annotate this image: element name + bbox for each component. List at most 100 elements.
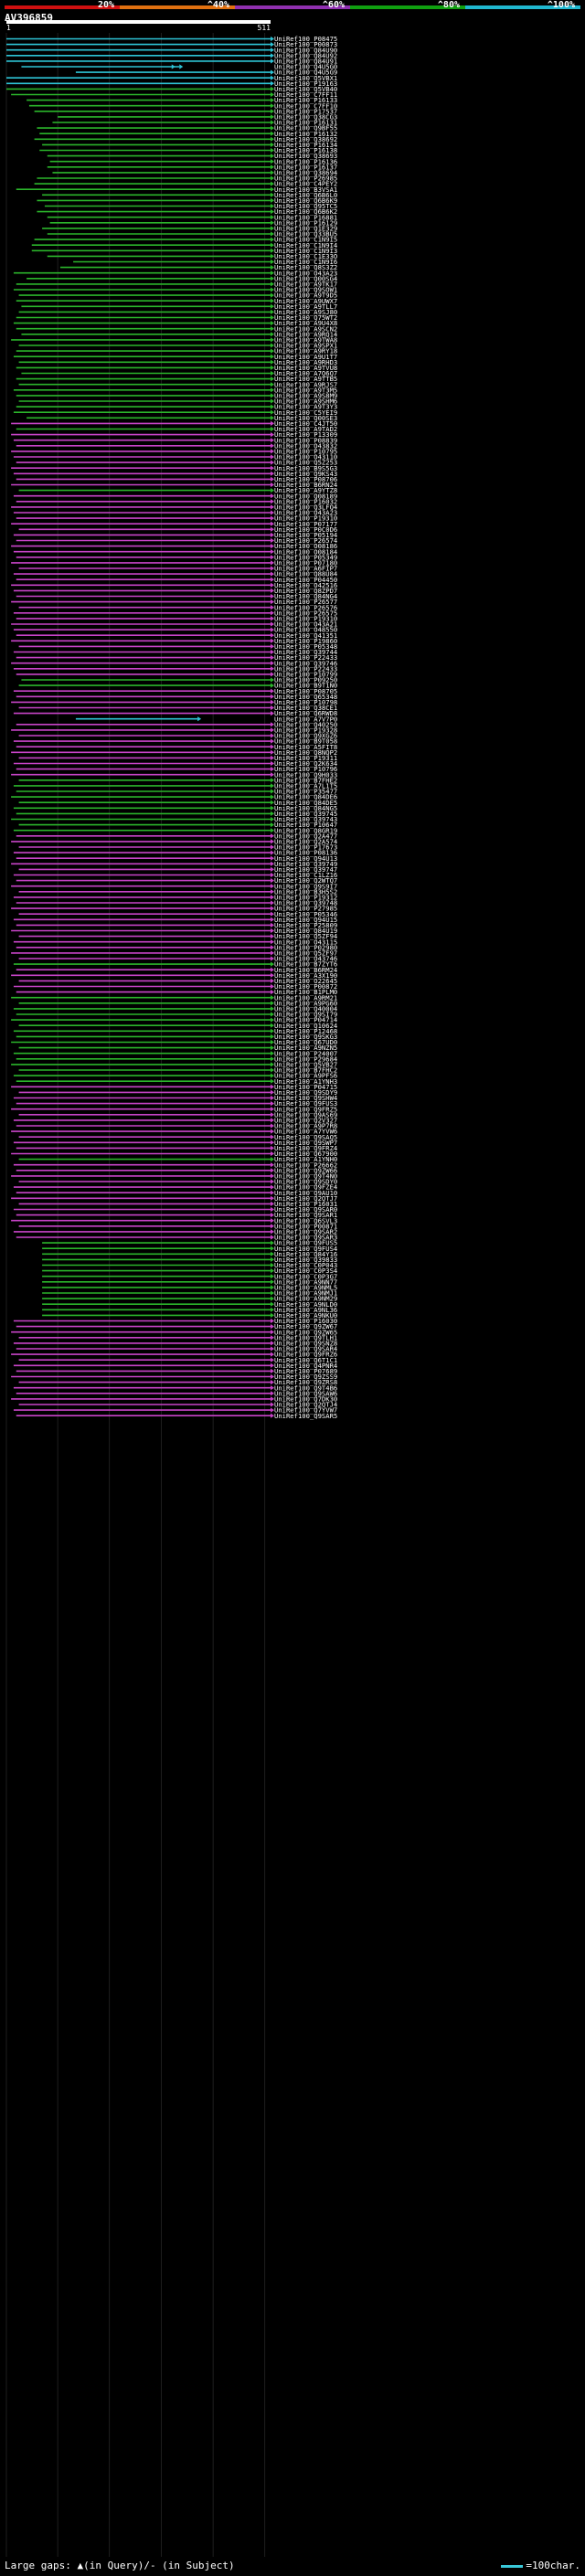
- hit-label: UniRef100_P00873: [274, 40, 337, 48]
- hit-arrow: [271, 972, 274, 978]
- hit-arrow: [271, 967, 274, 972]
- hit-arrow: [271, 1251, 274, 1256]
- hit-arrow: [271, 1402, 274, 1407]
- hit-label: UniRef100_Q40250: [274, 720, 337, 728]
- hit-label: UniRef100_P10796: [274, 765, 337, 773]
- hit-label: UniRef100_P16032: [274, 497, 337, 505]
- hit-label: UniRef100_Q6B6K9: [274, 196, 337, 205]
- hit-arrow: [271, 164, 274, 170]
- hit-arrow: [271, 136, 274, 142]
- hit-label: UniRef100_A9SCN2: [274, 324, 337, 333]
- hit-arrow: [271, 1307, 274, 1312]
- hit-arrow: [271, 727, 274, 733]
- hit-arrow: [271, 409, 274, 415]
- hit-arrow: [271, 209, 274, 215]
- hit-arrow: [271, 1407, 274, 1413]
- hit-label: UniRef100_Q6T1C1: [274, 1356, 337, 1364]
- hit-arrow: [271, 1235, 274, 1240]
- hit-arrow: [271, 1017, 274, 1023]
- hit-arrow: [271, 270, 274, 276]
- hit-label: UniRef100_Q8NQP2: [274, 748, 337, 757]
- hit-label: UniRef100_P16030: [274, 1317, 337, 1325]
- hit-arrow: [271, 314, 274, 321]
- hit-label: UniRef100_Q6B6K2: [274, 207, 337, 216]
- hit-arrow: [271, 1129, 274, 1134]
- hit-label: UniRef100_Q39743: [274, 815, 337, 823]
- hit-label: UniRef100_Q39749: [274, 860, 337, 868]
- hit-label: UniRef100_Q39748: [274, 899, 337, 907]
- legend-segment: [5, 5, 120, 9]
- hit-arrow: [271, 1391, 274, 1396]
- legend-label: ^80%: [438, 0, 460, 10]
- hit-label: UniRef100_C7FF11: [274, 90, 337, 99]
- hit-label: UniRef100_Q65348: [274, 693, 337, 701]
- hit-arrow: [271, 86, 274, 91]
- hit-label: UniRef100_Q9KS43: [274, 470, 337, 478]
- hit-arrow: [271, 822, 274, 828]
- hit-label: UniRef100_Q9SAR5: [274, 1412, 337, 1420]
- hit-arrow: [271, 242, 274, 248]
- hit-arrow: [271, 560, 274, 566]
- hit-arrow: [271, 711, 274, 716]
- hit-arrow: [271, 197, 274, 203]
- hit-label: UniRef100_P19312: [274, 894, 337, 902]
- hit-label: UniRef100_P27985: [274, 905, 337, 913]
- hit-label: UniRef100_Q10624: [274, 1022, 337, 1030]
- hit-arrow: [271, 420, 274, 426]
- legend-segment: [350, 5, 465, 9]
- hit-label: UniRef100_P07177: [274, 520, 337, 528]
- hit-label: UniRef100_B9T1N0: [274, 682, 337, 690]
- hit-label: UniRef100_P05348: [274, 642, 337, 651]
- hit-label: UniRef100_A9TLL7: [274, 302, 337, 311]
- hit-arrow: [271, 1140, 274, 1145]
- hit-arrow: [271, 159, 274, 164]
- hit-label: UniRef100_P08136: [274, 849, 337, 857]
- hit-arrow: [271, 1296, 274, 1301]
- hit-label: UniRef100_Q9ZW67: [274, 1322, 337, 1330]
- hit-arrow: [271, 1062, 274, 1067]
- hit-arrow: [271, 1373, 274, 1380]
- hit-arrow: [271, 276, 274, 281]
- hit-label: UniRef100_O43A21: [274, 620, 337, 629]
- hit-arrow: [271, 253, 274, 259]
- hit-arrow: [271, 1134, 274, 1140]
- hit-label: UniRef100_Q5VB27: [274, 1061, 337, 1069]
- hit-arrow: [271, 186, 274, 192]
- hit-label: UniRef100_A3X190: [274, 971, 337, 980]
- hit-label: UniRef100_P08475: [274, 35, 337, 43]
- hit-arrow: [271, 36, 274, 42]
- hit-arrow: [271, 683, 274, 688]
- hit-arrow: [271, 738, 274, 744]
- hit-label: UniRef100_Q9FUS5: [274, 1239, 337, 1247]
- hit-arrow: [271, 215, 274, 220]
- hit-arrow: [271, 493, 274, 499]
- hit-arrow: [271, 287, 274, 292]
- hit-label: UniRef100_Q9T4N0: [274, 1172, 337, 1181]
- hit-arrow: [271, 855, 274, 861]
- hit-label: UniRef100_P04715: [274, 1083, 337, 1091]
- hit-label: UniRef100_P07180: [274, 559, 337, 567]
- hit-arrow: [271, 722, 274, 727]
- hit-label: UniRef100_Q9SI79: [274, 1011, 337, 1019]
- hit-arrow: [271, 69, 274, 75]
- hit-label: UniRef100_Q39833: [274, 1256, 337, 1264]
- hit-arrow: [271, 800, 274, 805]
- hit-arrow: [271, 1179, 274, 1184]
- hit-arrow: [271, 1301, 274, 1307]
- hit-arrow: [271, 616, 274, 621]
- hit-arrow: [271, 1240, 274, 1246]
- hit-arrow: [271, 147, 274, 154]
- hit-label: UniRef100_O43746: [274, 955, 337, 963]
- hit-arrow: [271, 1101, 274, 1107]
- hit-arrow: [271, 571, 274, 577]
- hit-label: UniRef100_P00872: [274, 982, 337, 991]
- hit-label: UniRef100_O08184: [274, 547, 337, 556]
- hit-label: UniRef100_Q38694: [274, 169, 337, 177]
- hit-label: UniRef100_Q4U5G0: [274, 63, 337, 71]
- hit-label: UniRef100_C0P043: [274, 1261, 337, 1269]
- hit-label: UniRef100_P19310: [274, 615, 337, 623]
- hit-arrow: [271, 655, 274, 661]
- hit-label: UniRef100_Q9AS69: [274, 1110, 337, 1118]
- hit-label: UniRef100_Q9AU10: [274, 1189, 337, 1197]
- hit-label: UniRef100_Q9ZRS8: [274, 1378, 337, 1386]
